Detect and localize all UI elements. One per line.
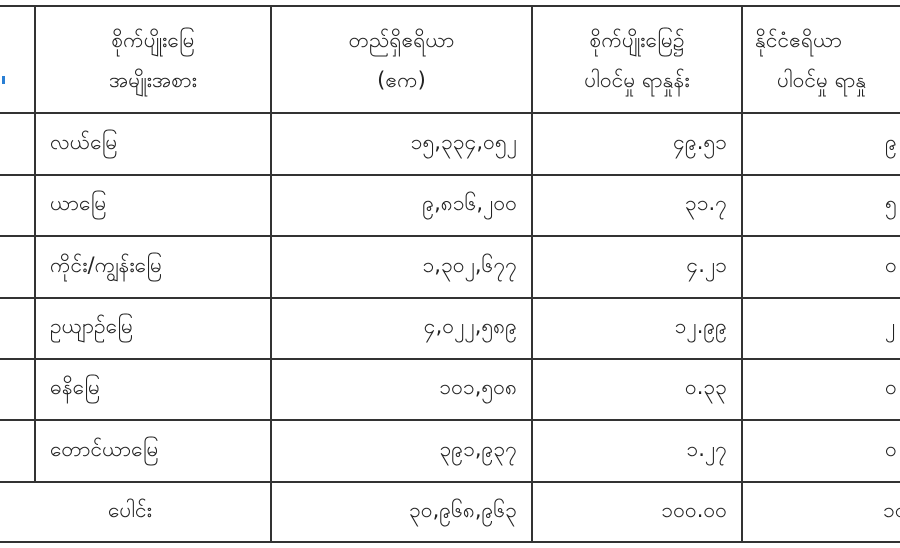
- table-border: [0, 358, 900, 360]
- header-percent: စိုက်ပျိုးမြေ၌ ပါဝင်မှု ရာနှုန်း: [533, 7, 741, 112]
- table-border: [0, 174, 900, 176]
- table-border: [531, 5, 533, 543]
- land-type-cell: လယ်မြေ: [50, 129, 118, 154]
- area-cell: ၄,၀၂၂,၅၈၉: [423, 314, 517, 338]
- table-border: [0, 5, 900, 7]
- header-land-type: စိုက်ပျိုးမြေ အမျိုးအစား: [36, 7, 270, 112]
- header-line: (ဧက): [377, 67, 426, 92]
- header-line: စိုက်ပျိုးမြေ၌: [589, 27, 685, 52]
- area-cell: ၁,၃၀၂,၆၇၇: [422, 252, 517, 277]
- header-line: နိုင်ငံဧရိယာ: [755, 27, 843, 52]
- header-line: အမျိုးအစား: [109, 67, 197, 92]
- land-type-cell: ဓနိမြေ: [50, 375, 101, 399]
- total-percent: ၁၀၀.၀၀: [661, 497, 727, 522]
- percent-cell: ၁၂.၉၉: [674, 314, 727, 338]
- cropped-mark: [2, 76, 5, 84]
- total-country-percent: ၁၀: [883, 497, 900, 522]
- table-border: [741, 5, 743, 543]
- table-border: [34, 5, 36, 482]
- country-percent-cell: ၉: [885, 129, 897, 154]
- percent-cell: ၃၁.၇: [684, 191, 727, 215]
- header-area: တည်ရှိဧရိယာ (ဧက): [272, 7, 531, 112]
- table-border: [0, 419, 900, 421]
- total-area: ၃၀,၉၆၈,၉၆၃: [408, 497, 517, 522]
- country-percent-cell: ၀: [885, 375, 897, 399]
- table-border: [0, 112, 900, 114]
- percent-cell: ၁.၂၇: [686, 436, 727, 461]
- table-border: [0, 297, 900, 299]
- land-type-cell: တောင်ယာမြေ: [50, 436, 159, 461]
- land-type-cell: ဥယျာဉ်မြေ: [50, 314, 133, 338]
- land-type-cell: ယာမြေ: [50, 191, 107, 215]
- area-cell: ၁၅,၃၃၄,၀၅၂: [410, 129, 517, 154]
- percent-cell: ၀.၃၃: [684, 375, 727, 399]
- country-percent-cell: ၂: [885, 314, 896, 338]
- table-border: [0, 541, 900, 543]
- table-border: [270, 5, 272, 543]
- country-percent-cell: ၀: [885, 252, 897, 277]
- header-line: စိုက်ပျိုးမြေ: [111, 27, 195, 52]
- header-line: ပါဝင်မှု ရာနှုန်း: [584, 67, 690, 92]
- percent-cell: ၄.၂၁: [686, 252, 727, 277]
- country-percent-cell: ၀: [885, 436, 897, 461]
- area-cell: ၉,၈၁၆,၂၀၀: [422, 191, 517, 215]
- table-border: [0, 481, 900, 483]
- total-label: ပေါင်း: [108, 497, 152, 522]
- header-country-percent: နိုင်ငံဧရိယာ ပါဝင်မှု ရာနှု: [743, 7, 900, 112]
- country-percent-cell: ၅: [885, 191, 897, 215]
- table-border: [0, 235, 900, 237]
- header-line: တည်ရှိဧရိယာ: [348, 27, 455, 52]
- area-cell: ၃၉၁,၉၃၇: [439, 436, 517, 461]
- area-cell: ၁၀၁,၅၀၈: [439, 375, 517, 399]
- header-line: ပါဝင်မှု ရာနှု: [777, 67, 867, 92]
- land-type-cell: ကိုင်း/ကျွန်းမြေ: [50, 252, 163, 277]
- percent-cell: ၄၉.၅၁: [673, 129, 727, 154]
